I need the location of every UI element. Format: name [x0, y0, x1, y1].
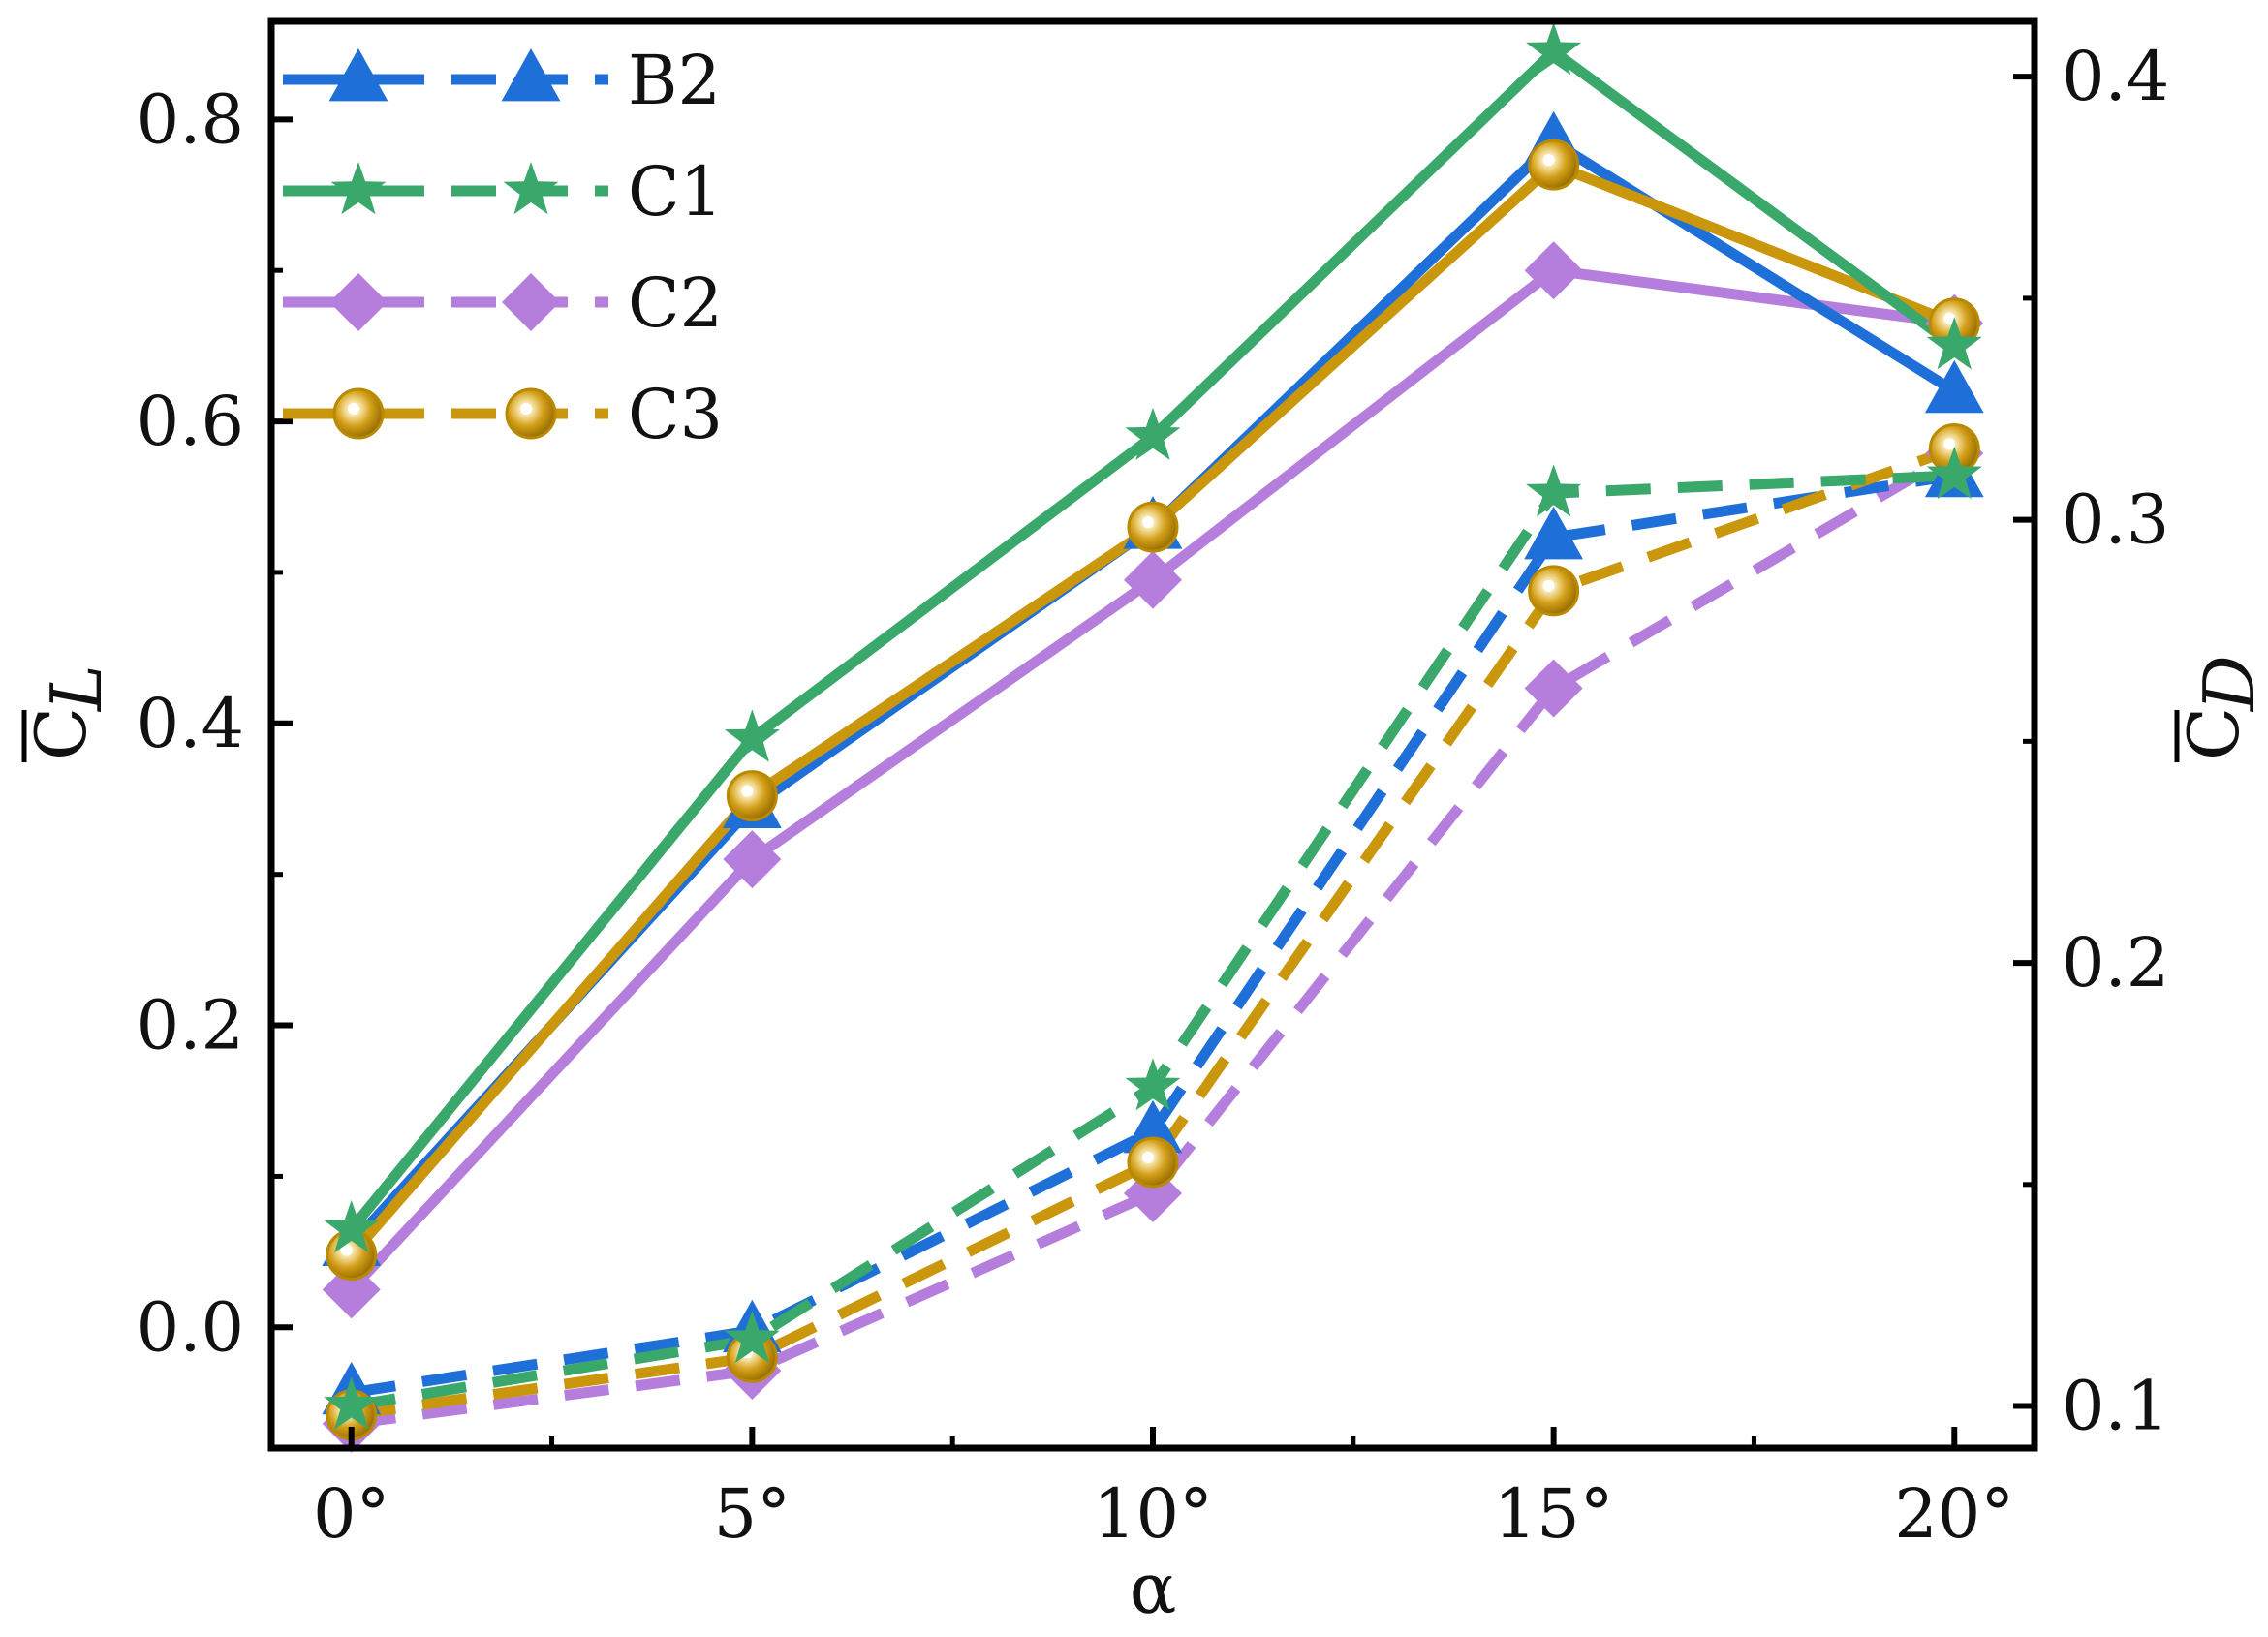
sphere-marker-highlight — [348, 403, 359, 415]
y-right-tick-label: 0.3 — [2062, 480, 2169, 560]
lift-point-c1 — [1125, 407, 1181, 460]
sphere-marker-highlight — [520, 403, 532, 415]
legend-marker-c2 — [329, 273, 388, 331]
sphere-marker-body — [1528, 565, 1580, 617]
lift-point-c3 — [1528, 139, 1580, 191]
x-tick-label: 5° — [714, 1474, 792, 1554]
x-axis-title: α — [1130, 1548, 1177, 1629]
x-tick-label: 15° — [1494, 1474, 1614, 1554]
y-left-axis-title: CL — [20, 664, 117, 762]
drag-point-c2 — [1524, 659, 1583, 718]
drag-line-c3 — [350, 444, 1957, 1421]
sphere-marker-highlight — [1943, 438, 1956, 450]
sphere-marker-highlight — [1542, 579, 1555, 592]
lift-point-c3 — [1127, 501, 1179, 553]
lift-point-c2 — [1524, 241, 1583, 300]
y-right-tick-label: 0.2 — [2062, 923, 2169, 1003]
legend-marker-b2 — [501, 48, 561, 102]
lift-point-c3 — [726, 770, 778, 822]
plot-frame — [267, 17, 2038, 1452]
y-left-tick-label: 0.0 — [137, 1287, 244, 1367]
lift-point-c1 — [724, 709, 780, 762]
y-right-title-sub: D — [2189, 655, 2268, 713]
plot-area — [322, 22, 1984, 1453]
drag-point-c1 — [1526, 464, 1582, 517]
lift-point-c1 — [1926, 317, 1982, 370]
legend-marker-c2 — [502, 273, 560, 331]
lift-point-c1 — [324, 1200, 380, 1253]
sphere-marker-highlight — [1142, 1151, 1154, 1163]
y-right-axis-title: CD — [2173, 655, 2268, 762]
sphere-marker-highlight — [1142, 516, 1154, 529]
legend-label-c2: C2 — [628, 263, 723, 343]
legend: B2 C1 C2 C3 — [283, 41, 723, 454]
sphere-marker-body — [505, 387, 557, 440]
sphere-marker-body — [1528, 139, 1580, 191]
lift-point-c2 — [723, 830, 782, 889]
x-tick-label: 10° — [1093, 1474, 1213, 1554]
y-right-tick-label: 0.4 — [2062, 37, 2169, 116]
drag-point-b2 — [1524, 506, 1584, 560]
sphere-marker-highlight — [1943, 312, 1956, 324]
legend-marker-c1 — [503, 162, 559, 215]
legend-label-c3: C3 — [628, 375, 723, 454]
legend-marker-b2 — [328, 48, 388, 102]
legend-marker-c3 — [505, 387, 557, 440]
sphere-marker-highlight — [1542, 154, 1555, 167]
axes: 0° 5° 10° 15° 20° α 0.0 0.2 0.4 0.6 0.8 0.1 0.2 0.3 0.… — [20, 17, 2268, 1629]
y-left-tick-label: 0.8 — [137, 79, 244, 159]
y-left-tick-label: 0.6 — [137, 382, 244, 461]
drag-point-c1 — [724, 1310, 780, 1364]
legend-marker-c1 — [330, 162, 387, 215]
lift-point-b2 — [1924, 359, 1984, 414]
x-tick-label: 0° — [313, 1474, 390, 1554]
sphere-marker-body — [1127, 1136, 1179, 1189]
sphere-marker-body — [332, 387, 385, 440]
sphere-marker-highlight — [340, 1244, 353, 1256]
drag-point-c3 — [1127, 1136, 1179, 1189]
y-right-tick-label: 0.1 — [2062, 1367, 2169, 1446]
sphere-marker-highlight — [741, 785, 754, 797]
y-left-tick-label: 0.4 — [137, 684, 244, 763]
legend-label-b2: B2 — [628, 41, 721, 120]
legend-marker-c3 — [332, 387, 385, 440]
y-left-title-main: C — [20, 707, 102, 760]
sphere-marker-body — [1127, 501, 1179, 553]
drag-point-c1 — [1926, 446, 1982, 500]
drag-point-c3 — [1528, 565, 1580, 617]
drag-point-b2 — [1123, 1099, 1183, 1154]
drag-point-c1 — [1125, 1058, 1181, 1111]
lift-point-c2 — [1124, 550, 1182, 609]
y-left-title-sub: L — [36, 664, 117, 713]
drag-point-c1 — [324, 1376, 380, 1430]
y-right-title-main: C — [2173, 707, 2254, 760]
legend-label-c1: C1 — [628, 152, 723, 232]
x-tick-label: 20° — [1894, 1474, 2014, 1554]
y-left-tick-label: 0.2 — [137, 986, 244, 1066]
lift-point-c1 — [1526, 22, 1582, 76]
sphere-marker-body — [726, 770, 778, 822]
